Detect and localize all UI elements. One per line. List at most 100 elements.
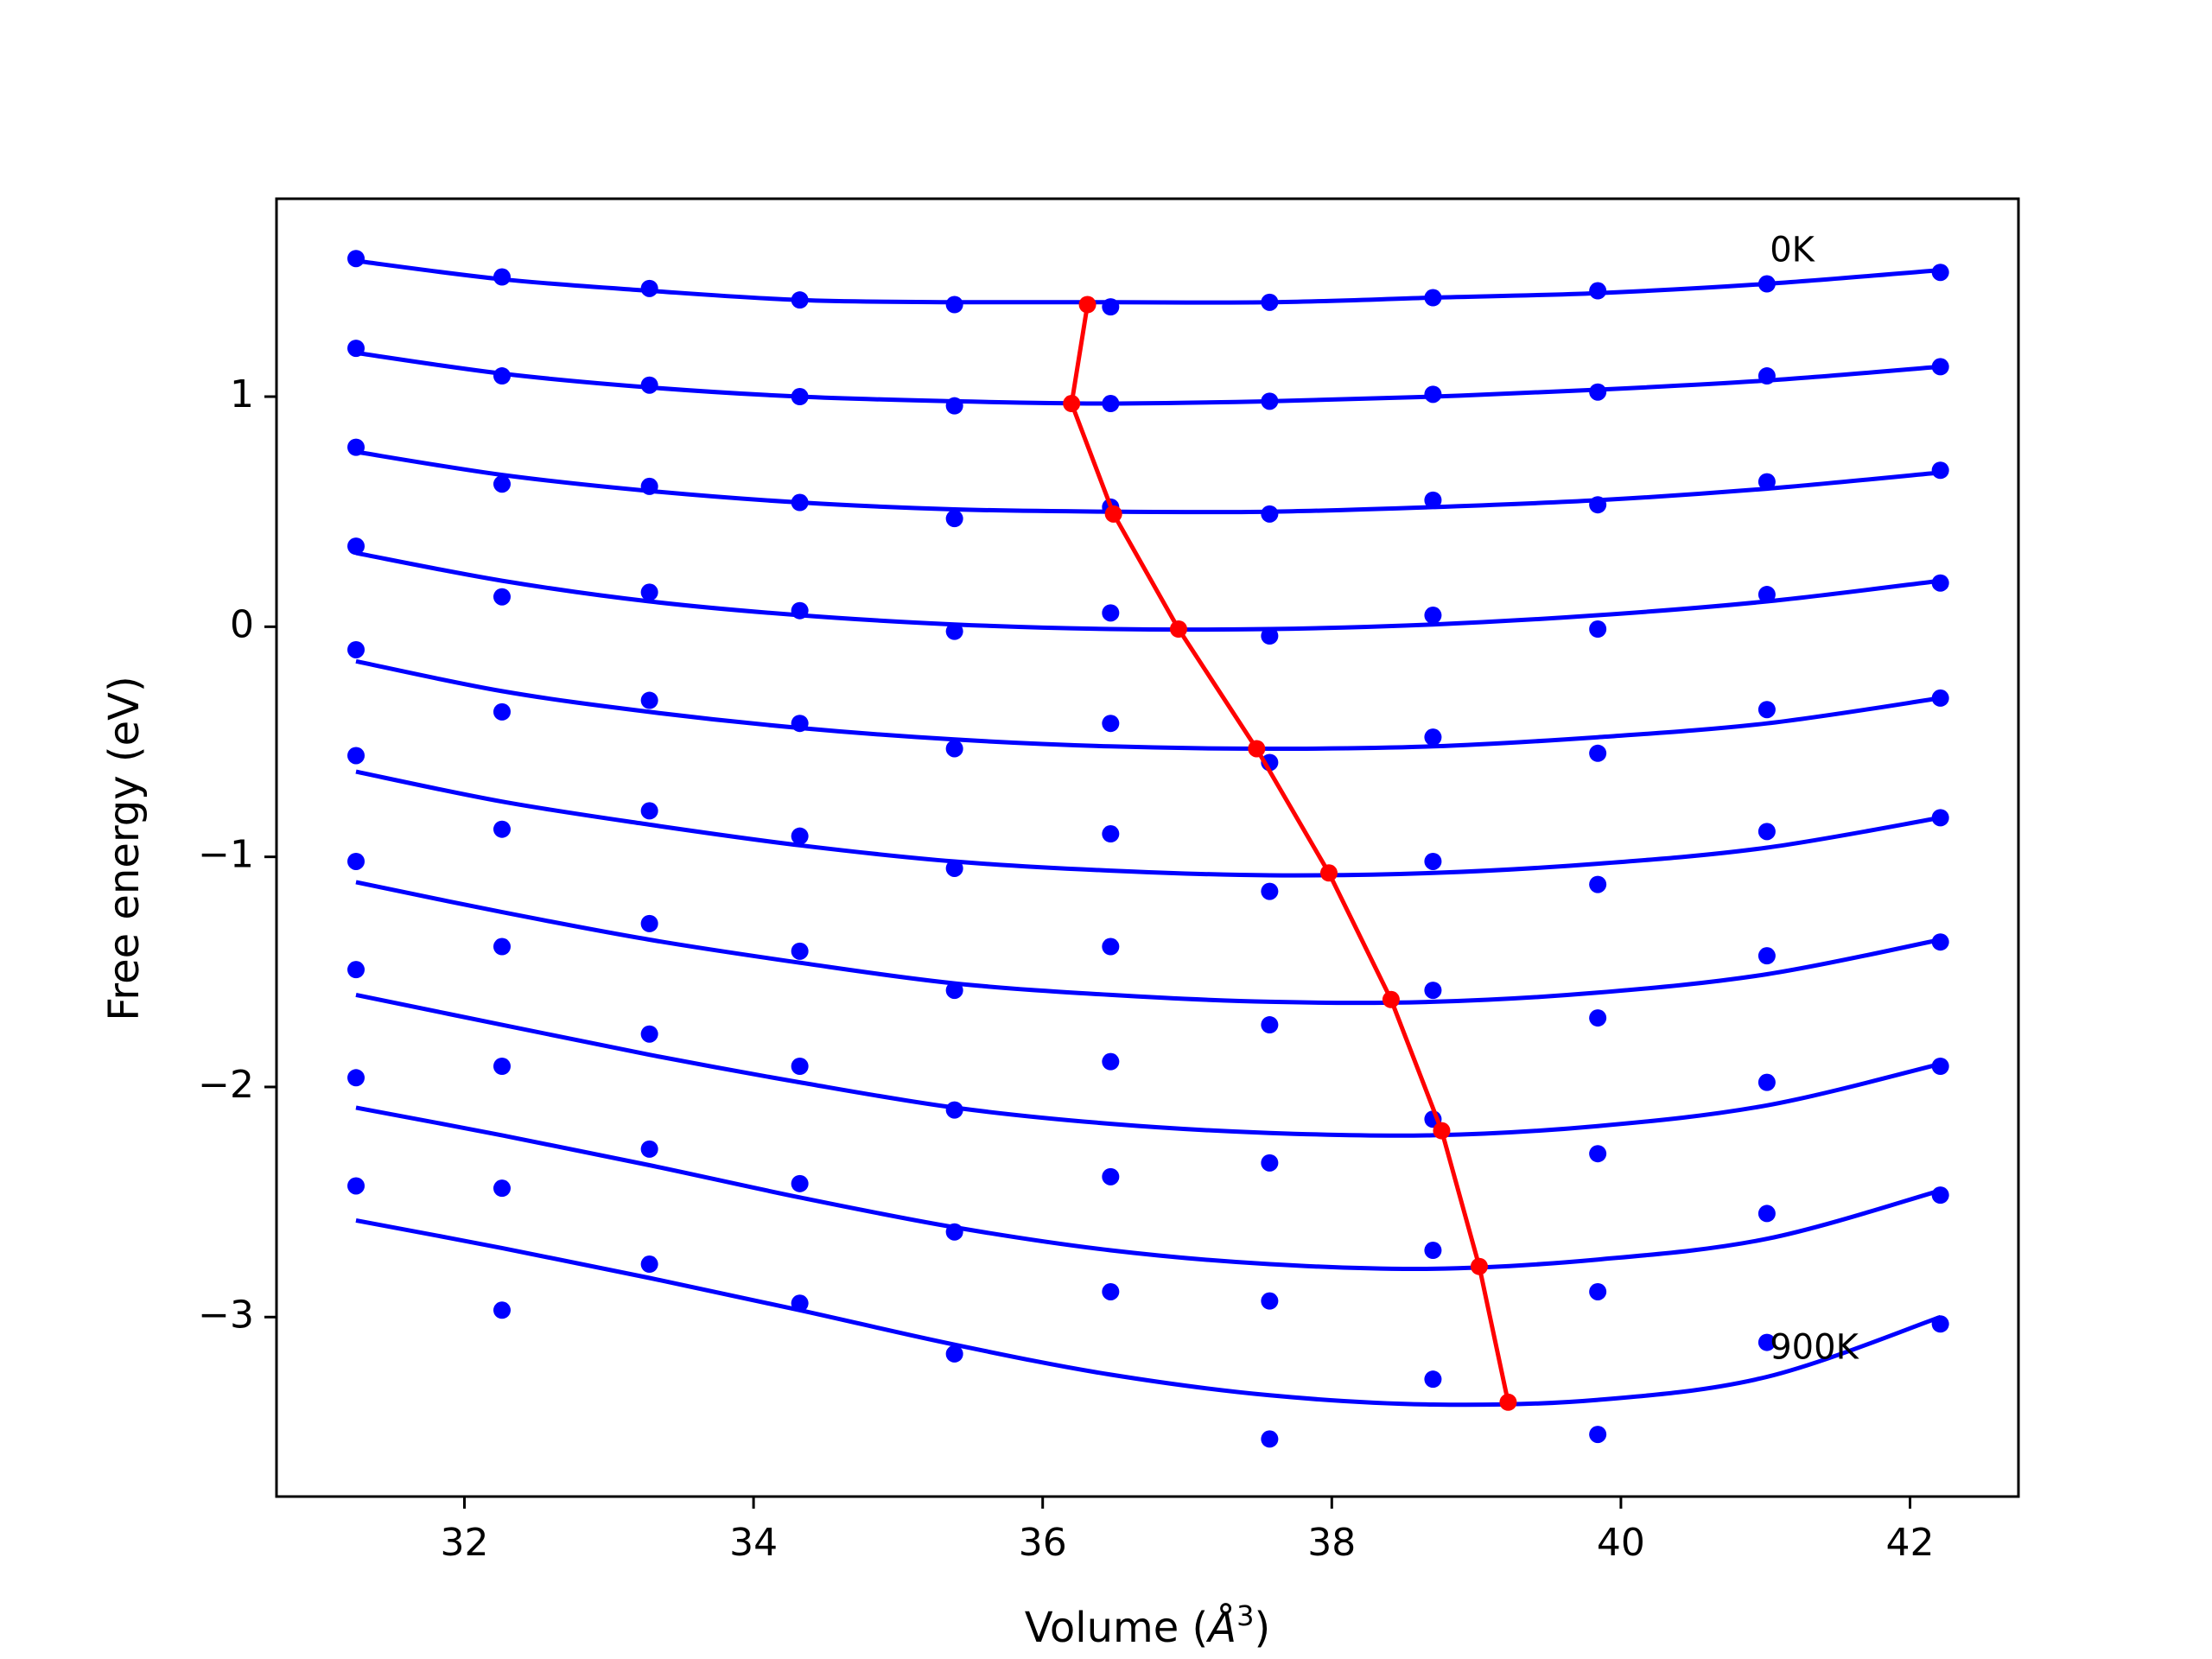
data-point	[791, 493, 809, 512]
data-point	[1261, 1016, 1279, 1034]
data-point	[347, 852, 365, 870]
data-point	[1931, 461, 1949, 480]
annotations: 0K 900K	[1770, 230, 1859, 1367]
minimum-point	[1382, 990, 1400, 1008]
data-point	[1758, 1073, 1776, 1091]
data-point	[1589, 1009, 1607, 1027]
data-point	[1424, 491, 1442, 509]
data-point	[1261, 293, 1279, 311]
fit-curve-9	[355, 1217, 1942, 1408]
data-point	[640, 914, 658, 932]
data-point	[945, 296, 963, 314]
data-point	[791, 715, 809, 733]
data-point	[1758, 947, 1776, 965]
minimum-point	[1470, 1257, 1488, 1275]
data-point	[640, 802, 658, 820]
data-point	[1424, 982, 1442, 1000]
data-point	[1102, 298, 1120, 316]
data-point	[493, 1301, 511, 1319]
data-point	[1758, 1205, 1776, 1223]
data-point	[347, 747, 365, 765]
data-point	[493, 475, 511, 493]
data-point	[1931, 574, 1949, 592]
fit-curve-1	[355, 350, 1941, 406]
y-tick-label: 1	[230, 372, 254, 416]
data-point	[1931, 1186, 1949, 1205]
data-point	[1758, 473, 1776, 491]
data-point	[640, 477, 658, 495]
minimum-point	[1433, 1122, 1451, 1140]
data-point	[945, 1101, 963, 1119]
data-point	[1261, 626, 1279, 645]
data-point	[640, 583, 658, 601]
data-point	[1261, 505, 1279, 523]
annotation-label: 0K	[1770, 230, 1815, 270]
annotation-label: 900K	[1770, 1328, 1859, 1368]
x-axis-label: Volume (Å3)	[1025, 1599, 1270, 1652]
data-point	[493, 938, 511, 956]
data-point	[493, 367, 511, 385]
minimum-point	[1319, 864, 1338, 882]
fit-curve-2	[355, 449, 1941, 515]
x-tick-label: 34	[729, 1521, 778, 1565]
data-point	[1758, 701, 1776, 719]
data-point	[1424, 1242, 1442, 1260]
data-point	[1102, 395, 1120, 413]
data-point	[1589, 875, 1607, 893]
data-point	[640, 279, 658, 297]
data-point	[640, 376, 658, 394]
data-point	[1589, 744, 1607, 762]
data-point	[493, 702, 511, 721]
data-point	[1261, 882, 1279, 900]
data-point	[1261, 1430, 1279, 1448]
data-point	[347, 961, 365, 979]
data-point	[1931, 264, 1949, 282]
data-point	[1102, 1282, 1120, 1300]
fit-curve-4	[355, 658, 1942, 752]
fit-curve-3	[355, 550, 1941, 632]
minimum-point	[1078, 296, 1096, 314]
data-point	[1931, 358, 1949, 376]
data-point	[493, 588, 511, 606]
data-point	[1589, 496, 1607, 514]
data-point	[791, 942, 809, 960]
data-point	[493, 268, 511, 286]
data-point	[1931, 809, 1949, 827]
data-point	[945, 397, 963, 415]
data-point	[347, 438, 365, 456]
data-point	[1102, 604, 1120, 622]
minimum-point	[1063, 395, 1081, 413]
minima-line	[1069, 304, 1510, 1403]
data-point	[1758, 1333, 1776, 1351]
fit-curve-7	[355, 992, 1942, 1138]
plot-frame	[275, 197, 2020, 1498]
minima-path	[1063, 296, 1517, 1411]
x-tick-label: 42	[1886, 1521, 1935, 1565]
data-point	[640, 1025, 658, 1043]
data-point	[1589, 383, 1607, 401]
minimum-point	[1104, 505, 1122, 523]
data-point	[1424, 385, 1442, 404]
y-axis-label: Free energy (eV)	[100, 676, 149, 1020]
data-point	[1589, 620, 1607, 639]
data-point	[493, 1057, 511, 1075]
data-point	[347, 340, 365, 358]
data-point	[945, 740, 963, 758]
x-tick-label: 38	[1307, 1521, 1356, 1565]
data-point	[1102, 715, 1120, 733]
data-points	[347, 250, 1949, 1448]
data-point	[1589, 1282, 1607, 1300]
data-point	[1102, 1167, 1120, 1185]
data-point	[1758, 823, 1776, 841]
data-point	[1261, 392, 1279, 410]
fit-curve-8	[355, 1105, 1942, 1272]
data-point	[347, 640, 365, 658]
data-point	[1758, 367, 1776, 385]
data-point	[1931, 1315, 1949, 1333]
minimum-point	[1169, 620, 1187, 639]
y-tick-label: −1	[198, 833, 254, 877]
x-tick-label: 36	[1019, 1521, 1067, 1565]
data-point	[945, 510, 963, 528]
fit-curves	[355, 258, 1942, 1408]
